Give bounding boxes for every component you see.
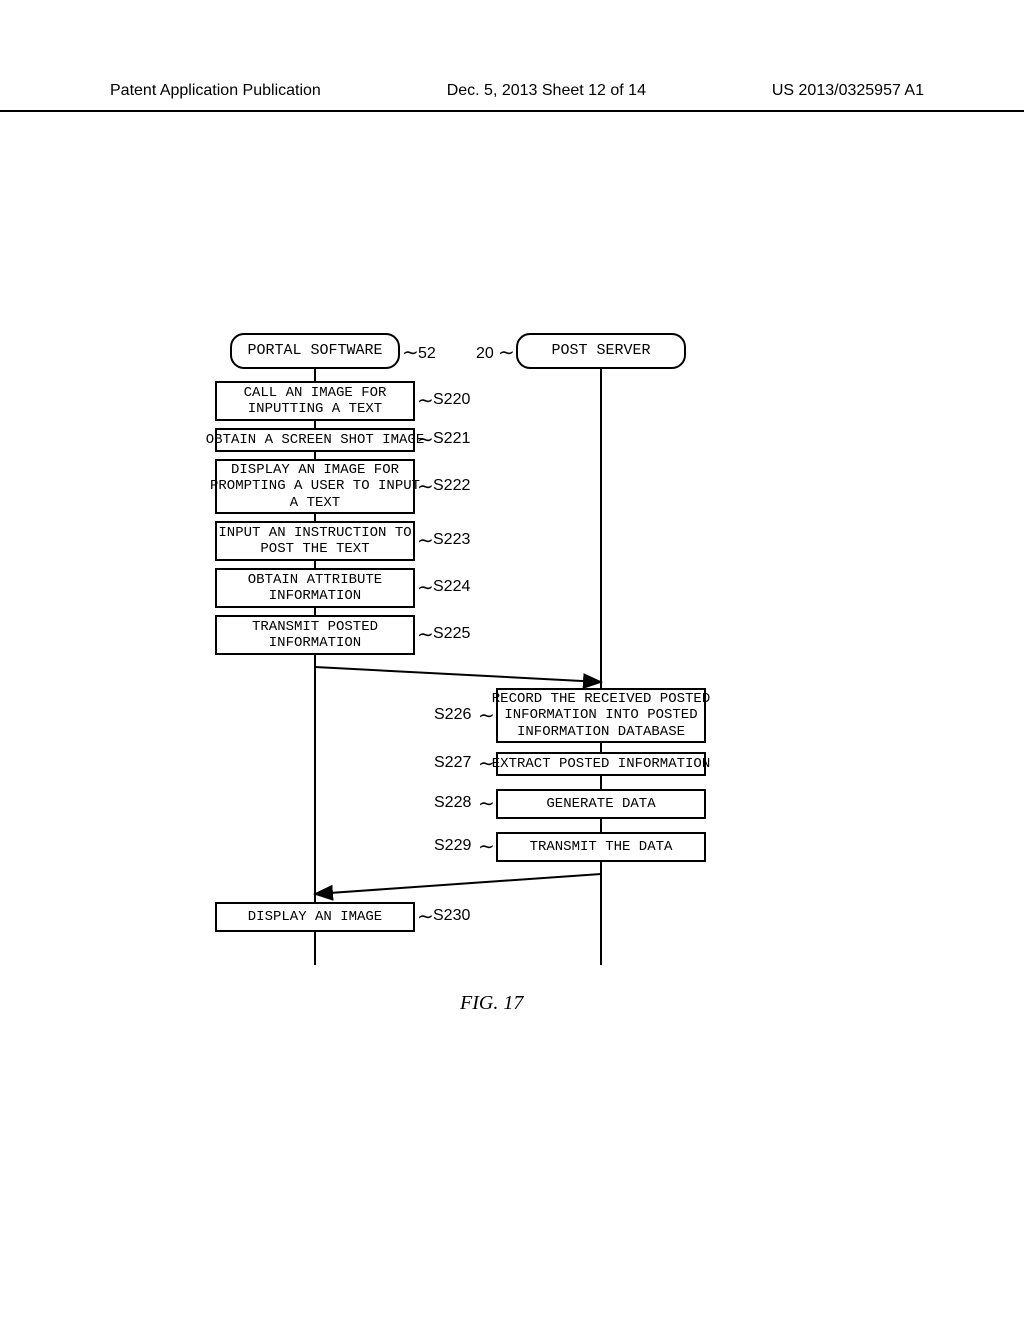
tilde-icon: ∼ xyxy=(417,622,434,647)
step-label-S222: S222 xyxy=(433,477,470,495)
tilde-icon: ∼ xyxy=(478,751,495,776)
step-label-S225: S225 xyxy=(433,625,470,643)
step-label-S228: S228 xyxy=(434,794,471,812)
step-S226: RECORD THE RECEIVED POSTED INFORMATION I… xyxy=(496,688,706,743)
server-ref-label: 20 xyxy=(476,345,494,363)
step-S227: EXTRACT POSTED INFORMATION xyxy=(496,752,706,776)
portal-header-box: PORTAL SOFTWARE xyxy=(230,333,400,369)
tilde-icon: ∼ xyxy=(478,703,495,728)
step-S221: OBTAIN A SCREEN SHOT IMAGE xyxy=(215,428,415,452)
step-S222: DISPLAY AN IMAGE FOR PROMPTING A USER TO… xyxy=(215,459,415,514)
tilde-icon: ∼ xyxy=(478,791,495,816)
server-header-box: POST SERVER xyxy=(516,333,686,369)
tilde-icon: ∼ xyxy=(417,575,434,600)
tilde-icon: ∼ xyxy=(498,340,515,365)
step-S230: DISPLAY AN IMAGE xyxy=(215,902,415,932)
step-label-S229: S229 xyxy=(434,837,471,855)
step-S229: TRANSMIT THE DATA xyxy=(496,832,706,862)
step-S223: INPUT AN INSTRUCTION TO POST THE TEXT xyxy=(215,521,415,561)
tilde-icon: ∼ xyxy=(417,528,434,553)
flowchart-svg xyxy=(0,0,1024,1320)
tilde-icon: ∼ xyxy=(402,340,419,365)
step-label-S220: S220 xyxy=(433,391,470,409)
step-S225: TRANSMIT POSTED INFORMATION xyxy=(215,615,415,655)
step-label-S224: S224 xyxy=(433,578,470,596)
figure-label: FIG. 17 xyxy=(460,992,523,1015)
step-label-S226: S226 xyxy=(434,706,471,724)
step-S224: OBTAIN ATTRIBUTE INFORMATION xyxy=(215,568,415,608)
step-label-S227: S227 xyxy=(434,754,471,772)
portal-ref-label: 52 xyxy=(418,345,436,363)
step-label-S230: S230 xyxy=(433,907,470,925)
tilde-icon: ∼ xyxy=(417,388,434,413)
tilde-icon: ∼ xyxy=(417,474,434,499)
step-S228: GENERATE DATA xyxy=(496,789,706,819)
tilde-icon: ∼ xyxy=(417,904,434,929)
step-label-S223: S223 xyxy=(433,531,470,549)
tilde-icon: ∼ xyxy=(417,427,434,452)
tilde-icon: ∼ xyxy=(478,834,495,859)
step-S220: CALL AN IMAGE FOR INPUTTING A TEXT xyxy=(215,381,415,421)
step-label-S221: S221 xyxy=(433,430,470,448)
